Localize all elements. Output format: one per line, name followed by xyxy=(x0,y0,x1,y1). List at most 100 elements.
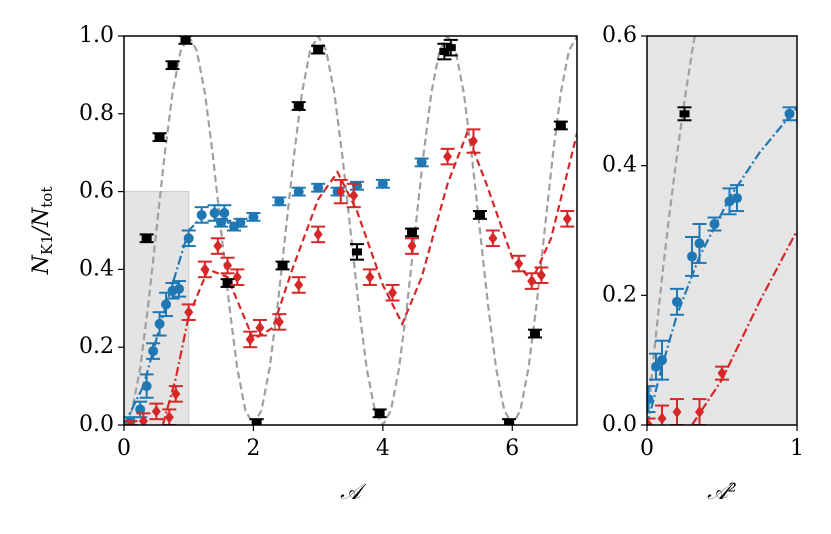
y-tick-label: 0.6 xyxy=(602,23,637,48)
data-point xyxy=(657,355,667,366)
data-point xyxy=(679,110,690,118)
data-point xyxy=(148,346,159,357)
data-point xyxy=(377,178,388,189)
data-point xyxy=(514,257,524,270)
data-point xyxy=(529,330,540,338)
data-point xyxy=(694,238,705,249)
x-tick-label: 2 xyxy=(246,436,260,461)
data-point xyxy=(293,186,304,197)
data-point xyxy=(248,211,259,222)
data-point xyxy=(274,315,284,328)
data-point xyxy=(336,185,346,198)
data-point xyxy=(125,419,135,425)
data-point xyxy=(138,415,148,425)
data-point xyxy=(135,404,146,415)
data-point xyxy=(349,189,359,202)
data-point xyxy=(174,283,185,294)
fit-line xyxy=(691,229,797,425)
x-tick-label: 0 xyxy=(117,436,131,461)
data-point xyxy=(171,387,181,400)
data-point xyxy=(504,419,515,425)
y-tick-label: 0.4 xyxy=(79,256,114,281)
data-point xyxy=(562,212,572,225)
data-point xyxy=(277,262,288,270)
data-point xyxy=(709,219,720,230)
data-point xyxy=(313,228,323,241)
data-point xyxy=(672,296,682,307)
y-tick-label: 0.2 xyxy=(602,282,637,307)
data-point xyxy=(313,46,324,54)
data-point xyxy=(167,61,178,69)
data-point xyxy=(468,135,478,148)
axes-frame xyxy=(123,35,578,426)
data-point xyxy=(651,361,661,372)
data-point xyxy=(161,299,172,310)
data-point xyxy=(245,333,255,346)
axes-frame xyxy=(646,35,798,426)
data-point xyxy=(200,263,210,276)
y-axis-label: NK1/Ntot xyxy=(29,187,56,276)
data-point xyxy=(222,279,233,287)
data-point xyxy=(407,240,417,253)
data-point xyxy=(196,209,207,220)
y-tick-label: 0.6 xyxy=(79,179,114,204)
data-point xyxy=(657,412,667,425)
y-axis-label-part: tot xyxy=(38,187,56,208)
data-point xyxy=(274,196,285,207)
data-point xyxy=(416,157,427,168)
data-point xyxy=(672,406,682,419)
data-point xyxy=(724,196,735,207)
fit-line xyxy=(647,36,696,425)
data-point xyxy=(154,318,165,329)
data-point xyxy=(365,271,375,284)
y-axis-label-part: N xyxy=(29,254,54,275)
fit-line xyxy=(124,36,577,425)
y-tick-label: 0.8 xyxy=(79,101,114,126)
data-point xyxy=(351,248,362,256)
data-point xyxy=(647,419,653,425)
data-point xyxy=(717,367,727,380)
fit-line xyxy=(187,130,577,342)
x-axis-label: 𝒜² xyxy=(707,480,737,505)
data-point xyxy=(474,211,485,219)
data-point xyxy=(388,286,398,299)
data-point xyxy=(439,48,450,56)
data-point xyxy=(445,44,456,52)
data-point xyxy=(443,150,453,163)
fit-line xyxy=(161,315,190,425)
data-point xyxy=(488,232,498,245)
data-point xyxy=(183,233,194,244)
data-point xyxy=(164,411,174,424)
data-point xyxy=(180,36,191,44)
data-point xyxy=(141,234,152,242)
data-point xyxy=(141,381,152,392)
data-point xyxy=(374,409,385,417)
data-point xyxy=(255,321,265,334)
data-point xyxy=(184,306,194,319)
data-point xyxy=(209,207,220,218)
y-axis-label-part: K1 xyxy=(38,234,56,255)
x-tick-label: 4 xyxy=(376,436,390,461)
data-point xyxy=(732,193,742,204)
data-point xyxy=(555,121,566,129)
data-point xyxy=(251,419,262,425)
data-point xyxy=(235,217,246,228)
plot-area xyxy=(647,36,797,425)
y-tick-label: 0.0 xyxy=(602,412,637,437)
data-point xyxy=(219,207,230,218)
x-axis-label: 𝒜 xyxy=(340,480,367,505)
y-tick-label: 0.2 xyxy=(79,334,114,359)
data-point xyxy=(151,405,161,418)
x-tick-label: 0 xyxy=(640,436,654,461)
data-point xyxy=(293,102,304,110)
data-point xyxy=(536,269,546,282)
data-point xyxy=(527,275,537,288)
data-point xyxy=(406,228,417,236)
x-tick-label: 1 xyxy=(790,436,804,461)
y-tick-label: 0.4 xyxy=(602,153,637,178)
data-point xyxy=(687,251,697,262)
data-point xyxy=(695,406,704,419)
data-point xyxy=(223,259,233,272)
y-tick-label: 0.0 xyxy=(79,412,114,437)
